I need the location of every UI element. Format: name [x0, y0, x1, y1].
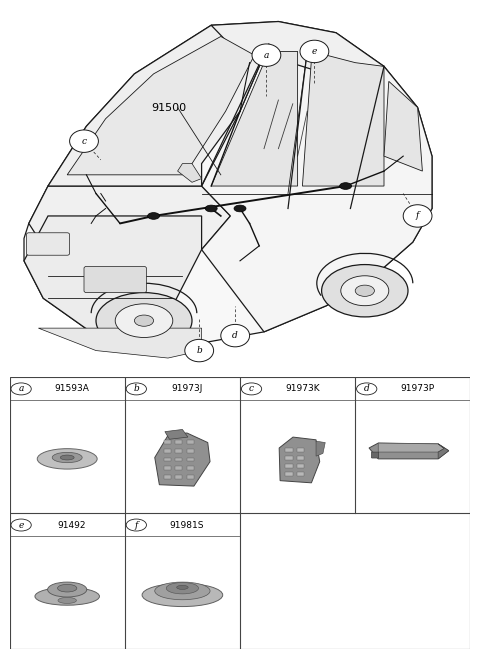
Circle shape — [300, 40, 329, 63]
Ellipse shape — [355, 285, 374, 297]
FancyBboxPatch shape — [26, 233, 70, 255]
Circle shape — [221, 324, 250, 347]
Polygon shape — [155, 433, 210, 486]
FancyBboxPatch shape — [175, 440, 182, 444]
Polygon shape — [29, 186, 230, 261]
FancyBboxPatch shape — [285, 472, 292, 476]
Ellipse shape — [177, 585, 188, 589]
Polygon shape — [384, 81, 422, 171]
Polygon shape — [67, 37, 254, 174]
Polygon shape — [24, 22, 432, 343]
Circle shape — [252, 44, 281, 66]
FancyBboxPatch shape — [285, 447, 292, 451]
Ellipse shape — [48, 582, 87, 597]
FancyBboxPatch shape — [164, 475, 171, 479]
FancyBboxPatch shape — [297, 456, 304, 460]
Text: a: a — [264, 51, 269, 60]
FancyBboxPatch shape — [175, 457, 182, 461]
FancyBboxPatch shape — [297, 447, 304, 451]
Text: 91492: 91492 — [58, 520, 86, 529]
FancyBboxPatch shape — [84, 266, 146, 293]
Text: 91973K: 91973K — [285, 384, 320, 394]
Circle shape — [241, 383, 262, 395]
Polygon shape — [279, 437, 320, 483]
Text: b: b — [133, 384, 139, 394]
Circle shape — [403, 205, 432, 227]
Ellipse shape — [115, 304, 173, 337]
Ellipse shape — [234, 205, 246, 212]
Polygon shape — [302, 51, 384, 186]
Ellipse shape — [96, 293, 192, 349]
Polygon shape — [165, 430, 188, 440]
Text: b: b — [196, 346, 202, 355]
Text: c: c — [249, 384, 254, 394]
Circle shape — [11, 383, 31, 395]
Text: 91973P: 91973P — [400, 384, 434, 394]
FancyBboxPatch shape — [164, 440, 171, 444]
Polygon shape — [178, 163, 202, 182]
Ellipse shape — [35, 588, 99, 605]
Ellipse shape — [148, 213, 159, 219]
Ellipse shape — [166, 583, 199, 594]
Circle shape — [357, 383, 377, 395]
Ellipse shape — [205, 205, 217, 212]
FancyBboxPatch shape — [285, 456, 292, 460]
Text: d: d — [232, 331, 238, 340]
Polygon shape — [378, 443, 444, 452]
Circle shape — [11, 519, 31, 531]
Polygon shape — [211, 22, 384, 74]
Polygon shape — [211, 51, 298, 186]
Polygon shape — [438, 444, 449, 459]
Ellipse shape — [58, 598, 76, 604]
Text: e: e — [312, 47, 317, 56]
Polygon shape — [369, 443, 449, 459]
Ellipse shape — [134, 315, 154, 326]
Ellipse shape — [52, 453, 82, 462]
FancyBboxPatch shape — [175, 449, 182, 453]
FancyBboxPatch shape — [372, 452, 379, 458]
Circle shape — [126, 519, 146, 531]
Text: d: d — [364, 384, 370, 394]
Text: f: f — [134, 520, 138, 529]
Polygon shape — [48, 26, 269, 186]
Ellipse shape — [60, 455, 74, 460]
FancyBboxPatch shape — [164, 449, 171, 453]
Text: a: a — [18, 384, 24, 394]
FancyBboxPatch shape — [175, 466, 182, 470]
FancyBboxPatch shape — [187, 440, 194, 444]
FancyBboxPatch shape — [297, 464, 304, 468]
Ellipse shape — [142, 583, 223, 607]
Ellipse shape — [322, 264, 408, 317]
Polygon shape — [316, 441, 325, 456]
FancyBboxPatch shape — [285, 464, 292, 468]
Circle shape — [185, 339, 214, 362]
FancyBboxPatch shape — [187, 475, 194, 479]
Text: 91500: 91500 — [151, 102, 186, 113]
Ellipse shape — [155, 582, 210, 600]
FancyBboxPatch shape — [187, 466, 194, 470]
Polygon shape — [202, 44, 432, 332]
FancyBboxPatch shape — [187, 449, 194, 453]
Text: 91593A: 91593A — [54, 384, 89, 394]
Circle shape — [126, 383, 146, 395]
Text: 91973J: 91973J — [171, 384, 203, 394]
FancyBboxPatch shape — [164, 466, 171, 470]
Text: c: c — [82, 136, 86, 146]
Ellipse shape — [339, 182, 351, 190]
Ellipse shape — [37, 449, 97, 469]
Text: f: f — [416, 211, 420, 220]
Ellipse shape — [341, 276, 389, 306]
FancyBboxPatch shape — [164, 457, 171, 461]
Text: 91981S: 91981S — [170, 520, 204, 529]
Ellipse shape — [58, 584, 77, 592]
Text: e: e — [18, 520, 24, 529]
FancyBboxPatch shape — [187, 457, 194, 461]
Circle shape — [70, 130, 98, 152]
FancyBboxPatch shape — [175, 475, 182, 479]
FancyBboxPatch shape — [297, 472, 304, 476]
Polygon shape — [24, 216, 202, 343]
Polygon shape — [38, 328, 202, 358]
